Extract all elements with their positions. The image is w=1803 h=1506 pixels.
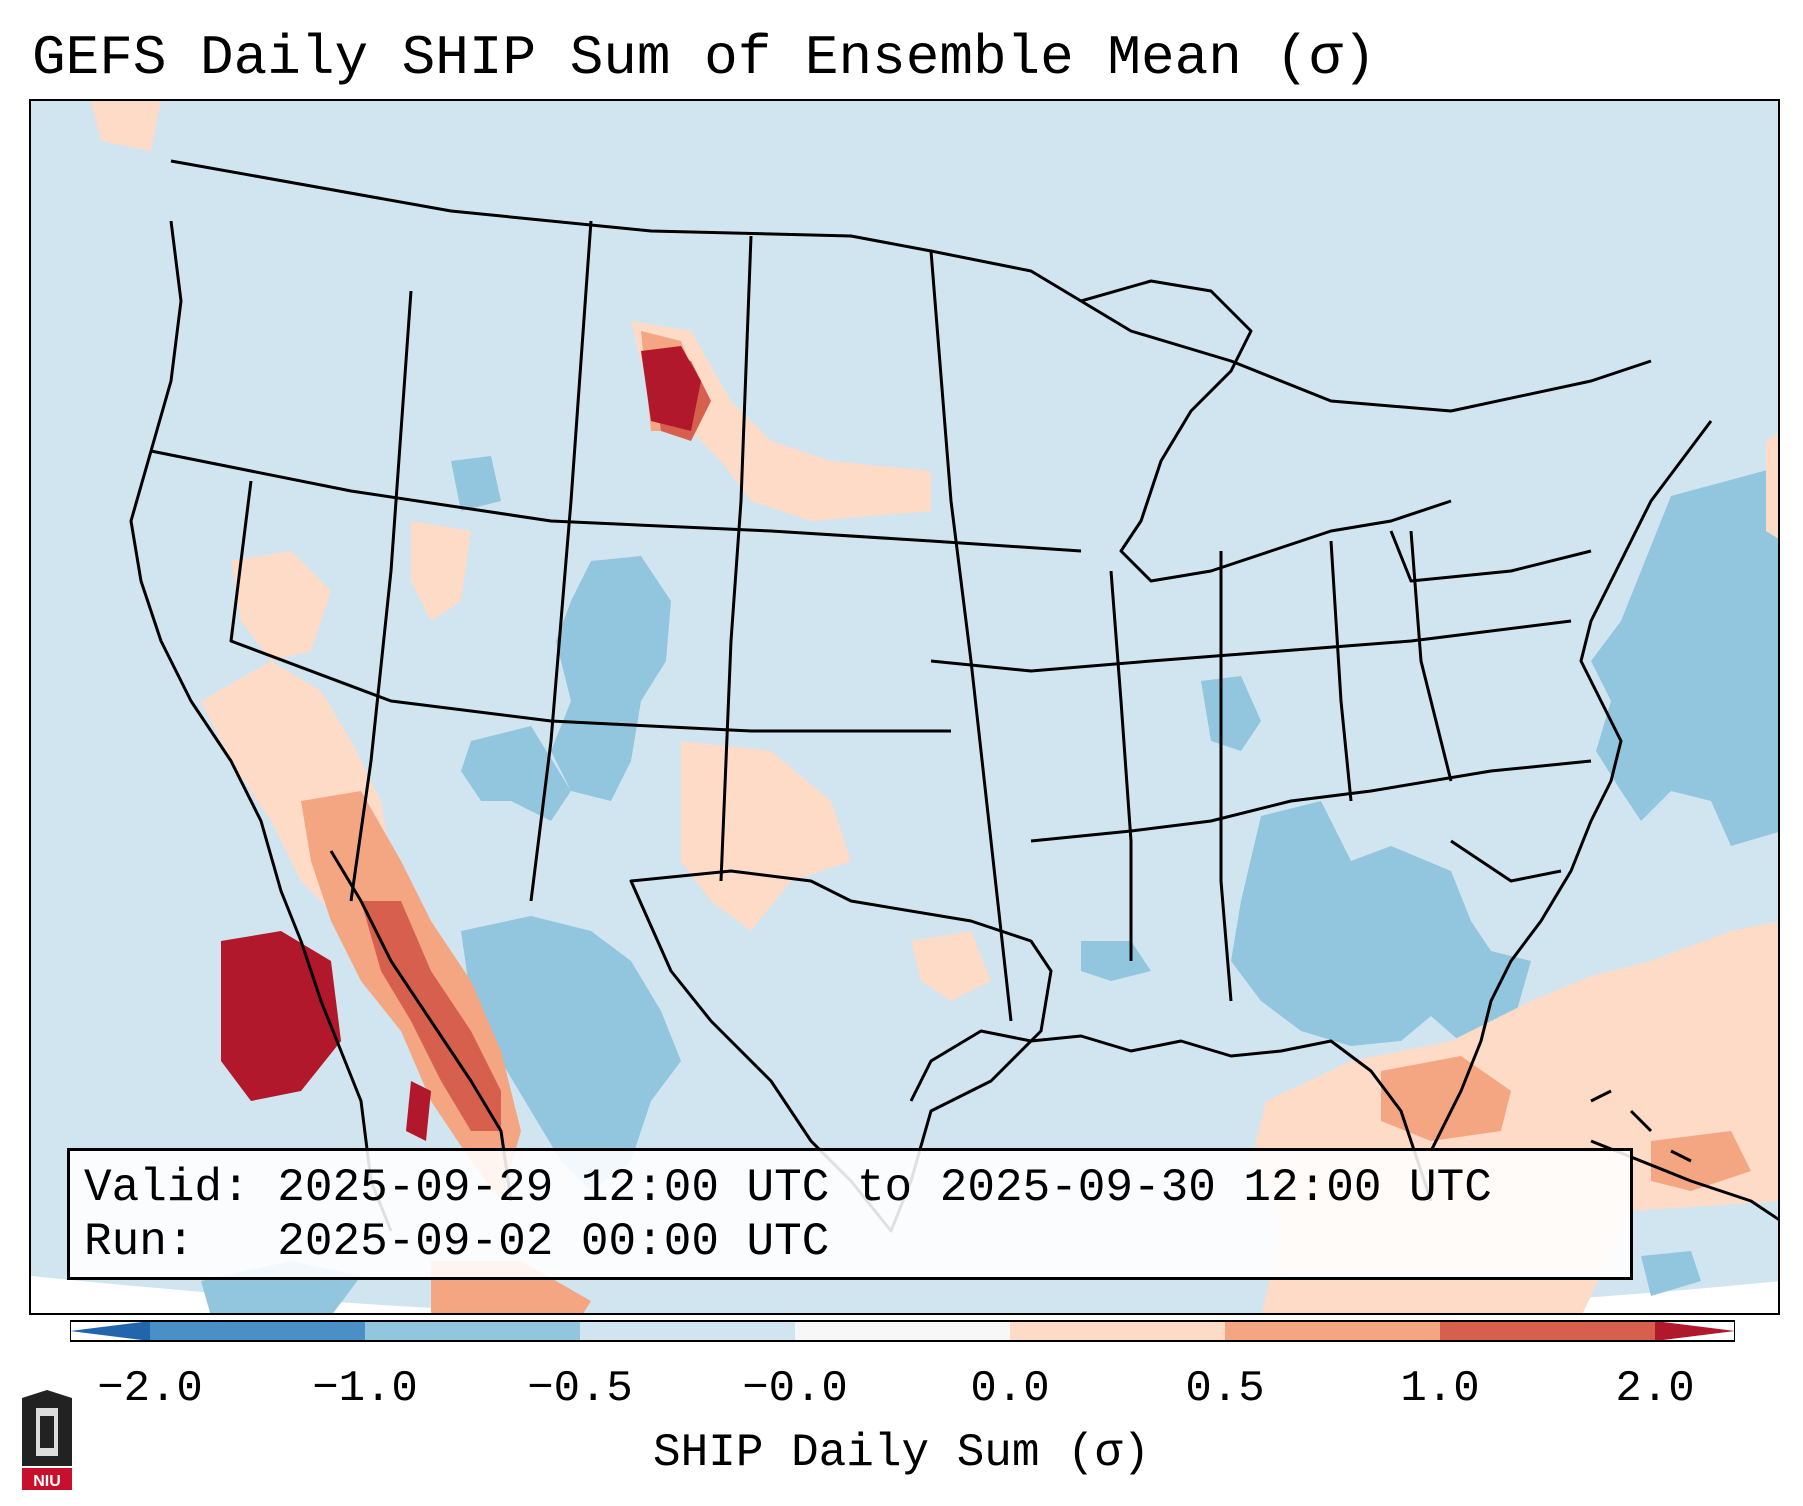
state-border-10 bbox=[1219, 551, 1233, 1002]
montana-extreme bbox=[641, 346, 701, 431]
colorbar-over-extension bbox=[1655, 1321, 1735, 1341]
colorbar-tick-6: 0.5 bbox=[1185, 1364, 1265, 1414]
nevada-negative-region bbox=[451, 456, 501, 511]
state-border-6 bbox=[929, 250, 1013, 1022]
niu-logo: NIU bbox=[22, 1390, 72, 1490]
run-label: Run: bbox=[84, 1216, 195, 1268]
state-border-4 bbox=[529, 220, 593, 902]
run-time: 2025-09-02 00:00 UTC bbox=[277, 1216, 830, 1268]
colorbar-label: SHIP Daily Sum (σ) bbox=[653, 1427, 1150, 1479]
state-border-13 bbox=[1389, 530, 1592, 583]
colorbar-bins bbox=[150, 1321, 1656, 1341]
great-lakes-outline bbox=[1080, 279, 1452, 583]
colorbar bbox=[70, 1320, 1735, 1342]
colorbar-bin-1 bbox=[150, 1321, 366, 1341]
north-pacific-positive-region bbox=[91, 101, 161, 151]
run-line: Run: 2025-09-02 00:00 UTC bbox=[84, 1215, 829, 1269]
colorbar-tick-2: −1.0 bbox=[312, 1364, 418, 1414]
colorbar-outline bbox=[70, 1320, 1735, 1342]
atlantic-negative-region bbox=[1591, 467, 1778, 846]
valid-label: Valid: bbox=[84, 1162, 250, 1214]
wyoming-positive-region bbox=[631, 321, 931, 521]
gulf-coast-line bbox=[909, 1029, 1433, 1202]
utah-positive-region bbox=[411, 521, 471, 621]
southeast-negative-region bbox=[1231, 801, 1531, 1051]
colorbar-tick-3: −0.5 bbox=[527, 1364, 633, 1414]
atlantic-coast-line bbox=[1429, 420, 1713, 1152]
texas-outline bbox=[629, 869, 1053, 1233]
colorbar-bin-5 bbox=[1010, 1321, 1226, 1341]
caribbean-negative-region bbox=[1641, 1251, 1701, 1296]
baja-peninsula-line bbox=[329, 850, 513, 1202]
bahamas-outline bbox=[1590, 1089, 1692, 1163]
map-title: GEFS Daily SHIP Sum of Ensemble Mean (σ) bbox=[32, 26, 1377, 90]
map-panel bbox=[29, 99, 1780, 1315]
state-border-5 bbox=[719, 235, 753, 882]
state-border-12 bbox=[1409, 530, 1453, 782]
mexico-negative-region bbox=[461, 916, 681, 1191]
colorado-negative-region bbox=[551, 556, 671, 801]
colorbar-under-extension bbox=[70, 1321, 150, 1341]
colorbar-tick-1: −2.0 bbox=[97, 1364, 203, 1414]
logo-window bbox=[40, 1416, 54, 1448]
logo-banner bbox=[22, 1468, 72, 1490]
state-border-7 bbox=[930, 619, 1572, 673]
west-coast-line bbox=[129, 220, 393, 1232]
nevada-positive-region bbox=[231, 551, 331, 661]
colorbar-bin-3 bbox=[580, 1321, 796, 1341]
valid-range: 2025-09-29 12:00 UTC to 2025-09-30 12:00… bbox=[277, 1162, 1492, 1214]
sierra-extreme bbox=[406, 1081, 431, 1141]
colorbar-tick-4: −0.0 bbox=[742, 1364, 848, 1414]
colorbar-bin-6 bbox=[1225, 1321, 1441, 1341]
colorbar-bin-2 bbox=[365, 1321, 581, 1341]
tennessee-negative-region bbox=[1201, 676, 1261, 751]
colorbar-bin-4 bbox=[795, 1321, 1011, 1341]
gulf-positive-medium bbox=[1381, 1056, 1511, 1141]
state-border-2 bbox=[229, 480, 951, 733]
info-box: Valid: 2025-09-29 12:00 UTC to 2025-09-3… bbox=[67, 1148, 1633, 1280]
state-border-11 bbox=[1329, 540, 1353, 802]
state-border-9 bbox=[1109, 570, 1133, 961]
colorbar-tick-7: 1.0 bbox=[1400, 1364, 1480, 1414]
colorbar-tick-8: 2.0 bbox=[1615, 1364, 1695, 1414]
valid-line: Valid: 2025-09-29 12:00 UTC to 2025-09-3… bbox=[84, 1161, 1492, 1215]
map-canvas bbox=[31, 101, 1778, 1313]
state-border-14 bbox=[1450, 839, 1562, 883]
logo-text: NIU bbox=[33, 1473, 61, 1490]
colorbar-tick-5: 0.0 bbox=[970, 1364, 1050, 1414]
louisiana-negative-region bbox=[1081, 941, 1151, 981]
islands bbox=[1590, 1089, 1692, 1163]
negative-anomaly-patches bbox=[201, 456, 1778, 1313]
northeast-positive-region bbox=[1766, 433, 1778, 539]
texas-positive-region bbox=[911, 931, 991, 1001]
colorbar-bin-7 bbox=[1440, 1321, 1656, 1341]
geographic-boundaries bbox=[129, 159, 1778, 1233]
state-border-3 bbox=[349, 290, 413, 902]
